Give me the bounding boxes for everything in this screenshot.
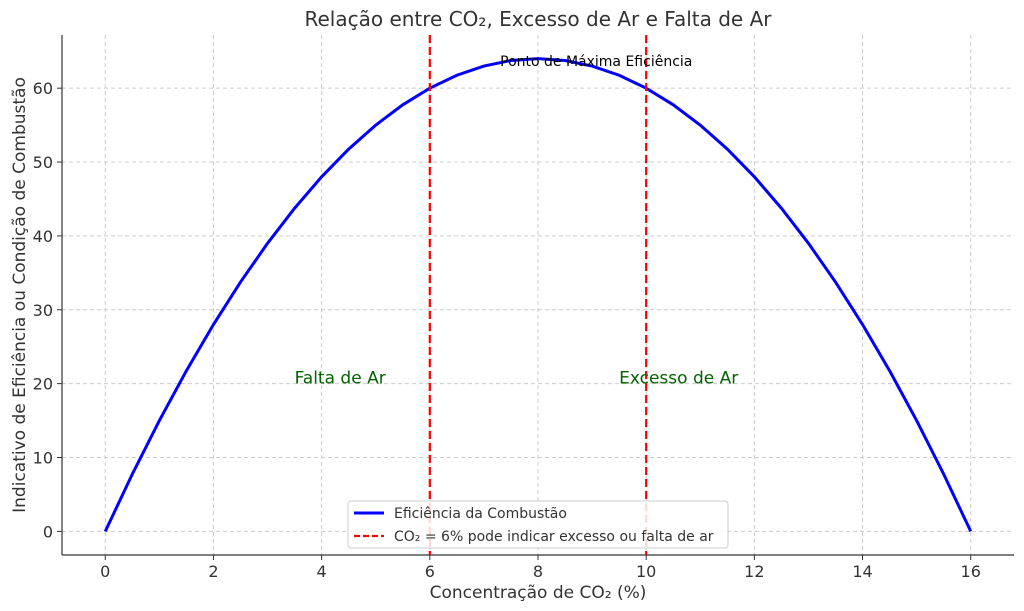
y-axis-label: Indicativo de Eficiência ou Condição de … [10, 77, 30, 513]
annotation: Excesso de Ar [619, 369, 738, 389]
annotation: Ponto de Máxima Eficiência [500, 54, 692, 70]
legend-box [347, 500, 729, 549]
x-tick-label: 8 [533, 562, 543, 581]
annotation: Falta de Ar [295, 369, 386, 389]
x-tick-label: 16 [961, 562, 981, 581]
y-tick-label: 20 [33, 375, 53, 394]
x-tick-label: 6 [425, 562, 435, 581]
chart-title: Relação entre CO₂, Excesso de Ar e Falta… [304, 7, 772, 31]
x-tick-label: 2 [208, 562, 218, 581]
legend-label: CO₂ = 6% pode indicar excesso ou falta d… [394, 529, 714, 545]
x-tick-label: 14 [852, 562, 872, 581]
series-line [103, 57, 973, 533]
y-tick-label: 40 [33, 227, 53, 246]
y-tick-label: 30 [33, 301, 53, 320]
x-tick-label: 12 [744, 562, 764, 581]
y-tick-label: 10 [33, 449, 53, 468]
y-tick-label: 60 [33, 79, 53, 98]
y-tick-label: 0 [43, 522, 53, 541]
y-tick-label: 50 [33, 153, 53, 172]
x-tick-label: 10 [636, 562, 656, 581]
legend-label: Eficiência da Combustão [394, 506, 567, 522]
x-tick-label: 4 [317, 562, 327, 581]
x-axis-label: Concentração de CO₂ (%) [430, 583, 647, 603]
x-tick-label: 0 [100, 562, 110, 581]
